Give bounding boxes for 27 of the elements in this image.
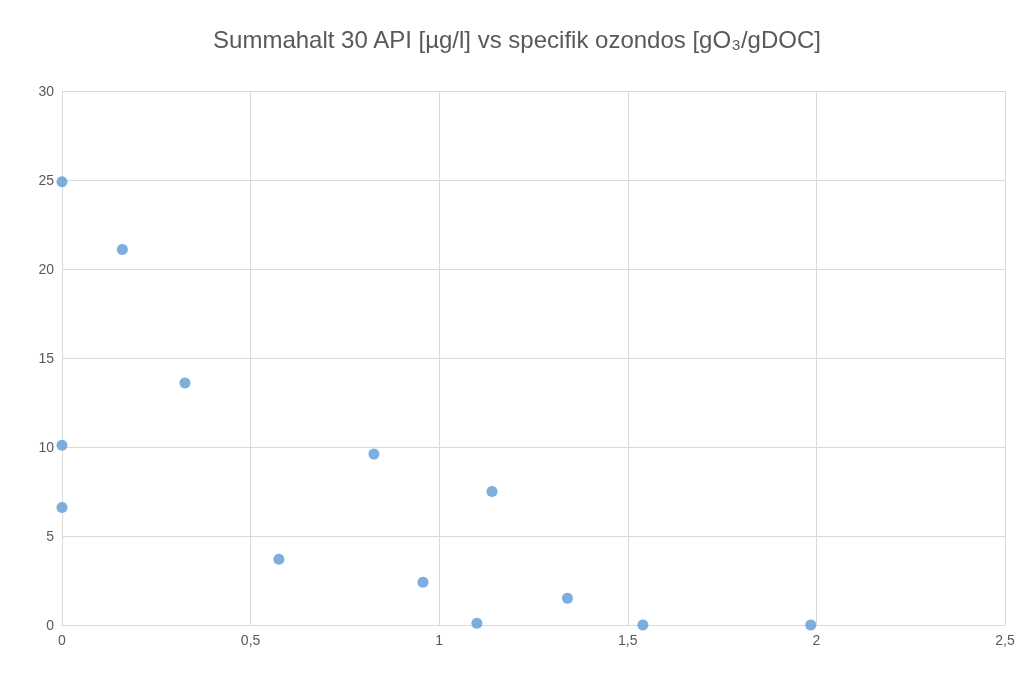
point <box>637 619 649 631</box>
y-tick-label: 15 <box>38 350 55 366</box>
x-tick-label: 2 <box>812 632 821 648</box>
point <box>805 619 817 631</box>
point <box>561 592 573 604</box>
y-tick-label: 25 <box>38 172 55 188</box>
y-tick-label: 0 <box>46 617 55 633</box>
point <box>179 377 191 389</box>
point <box>486 486 498 497</box>
x-tick-label: 2,5 <box>995 632 1015 648</box>
chart-title: Summahalt 30 API [µg/l] vs specifik ozondos [gO₃/gDOC] <box>213 25 821 53</box>
point <box>273 553 285 565</box>
point <box>56 502 68 514</box>
x-tick-label: 1,5 <box>618 632 638 648</box>
y-tick-label: 10 <box>38 439 55 455</box>
y-tick-label: 5 <box>46 528 55 544</box>
point <box>368 448 380 460</box>
point <box>471 617 483 629</box>
point <box>56 439 68 451</box>
point <box>56 176 68 188</box>
x-tick-label: 0,5 <box>240 632 261 648</box>
point <box>116 243 128 255</box>
x-tick-label: 1 <box>435 632 444 648</box>
point <box>417 576 429 588</box>
x-tick-label: 0 <box>58 632 67 648</box>
y-tick-label: 20 <box>38 261 55 277</box>
y-tick-label: 30 <box>38 83 55 99</box>
